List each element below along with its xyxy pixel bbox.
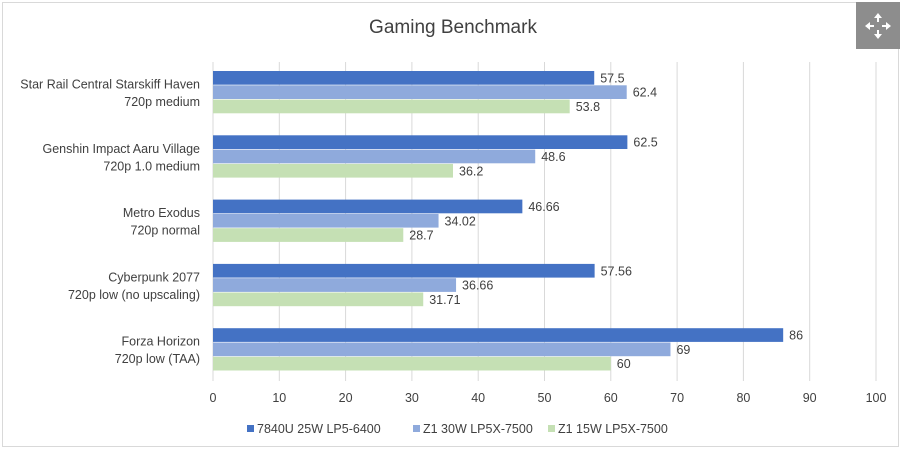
data-label: 86 (789, 329, 803, 343)
data-label: 57.5 (600, 71, 624, 85)
x-tick-label: 50 (538, 391, 552, 405)
legend: 7840U 25W LP5-6400 Z1 30W LP5X-7500 Z1 15W… (247, 422, 668, 436)
data-label: 34.02 (445, 214, 476, 228)
x-tick-label: 60 (604, 391, 618, 405)
category-label: 720p 1.0 medium (103, 159, 200, 173)
bar (213, 342, 671, 357)
data-labels: 57.5 62.4 53.8 62.5 48.6 36.2 46.66 34.02 28.7 57… (409, 71, 803, 371)
data-label: 48.6 (541, 150, 565, 164)
bar (213, 213, 439, 228)
chart-title: Gaming Benchmark (369, 17, 537, 38)
category-label: 720p normal (131, 224, 201, 238)
expand-button[interactable] (856, 2, 900, 49)
category-label: Genshin Impact Aaru Village (42, 142, 200, 156)
bar (213, 328, 784, 342)
bar (213, 163, 454, 178)
x-tick-label: 100 (866, 391, 887, 405)
data-label: 31.71 (429, 293, 460, 307)
data-label: 69 (676, 343, 690, 357)
data-label: 36.66 (462, 279, 493, 293)
category-labels: Star Rail Central Starskiff Haven 720p me… (20, 77, 200, 366)
x-tick-label: 80 (736, 391, 750, 405)
bar (213, 149, 536, 164)
x-axis-ticks: 0 10 20 30 40 50 60 70 80 90 100 (210, 391, 887, 405)
expand-arrows-icon (865, 12, 891, 39)
category-label: Metro Exodus (123, 206, 200, 220)
x-tick-label: 20 (339, 391, 353, 405)
bar (213, 356, 611, 371)
data-label: 62.4 (633, 86, 657, 100)
bar (213, 278, 457, 292)
data-label: 46.66 (528, 200, 559, 214)
bar (213, 135, 628, 149)
category-label: Star Rail Central Starskiff Haven (20, 77, 200, 91)
category-label: 720p low (TAA) (115, 352, 200, 366)
x-tick-label: 40 (471, 391, 485, 405)
category-label: 720p low (no upscaling) (68, 288, 200, 302)
category-label: Forza Horizon (122, 335, 201, 349)
data-label: 62.5 (633, 136, 657, 150)
legend-swatch (247, 425, 254, 432)
data-label: 60 (617, 357, 631, 371)
bar (213, 99, 570, 114)
bar (213, 85, 627, 99)
category-label: 720p medium (124, 95, 200, 109)
legend-swatch (413, 425, 420, 432)
bars (213, 71, 784, 371)
x-tick-label: 90 (803, 391, 817, 405)
bar (213, 199, 523, 214)
data-label: 28.7 (409, 229, 433, 243)
bar (213, 228, 404, 242)
x-tick-label: 10 (272, 391, 286, 405)
x-tick-label: 30 (405, 391, 419, 405)
x-tick-label: 70 (670, 391, 684, 405)
bar (213, 263, 595, 278)
bar (213, 71, 595, 85)
bar (213, 292, 424, 307)
category-label: Cyberpunk 2077 (108, 270, 200, 284)
legend-label: Z1 30W LP5X-7500 (423, 422, 533, 436)
legend-swatch (548, 425, 555, 432)
legend-label: 7840U 25W LP5-6400 (257, 422, 381, 436)
data-label: 36.2 (459, 164, 483, 178)
data-label: 57.56 (601, 264, 632, 278)
legend-label: Z1 15W LP5X-7500 (558, 422, 668, 436)
x-tick-label: 0 (210, 391, 217, 405)
data-label: 53.8 (576, 100, 600, 114)
